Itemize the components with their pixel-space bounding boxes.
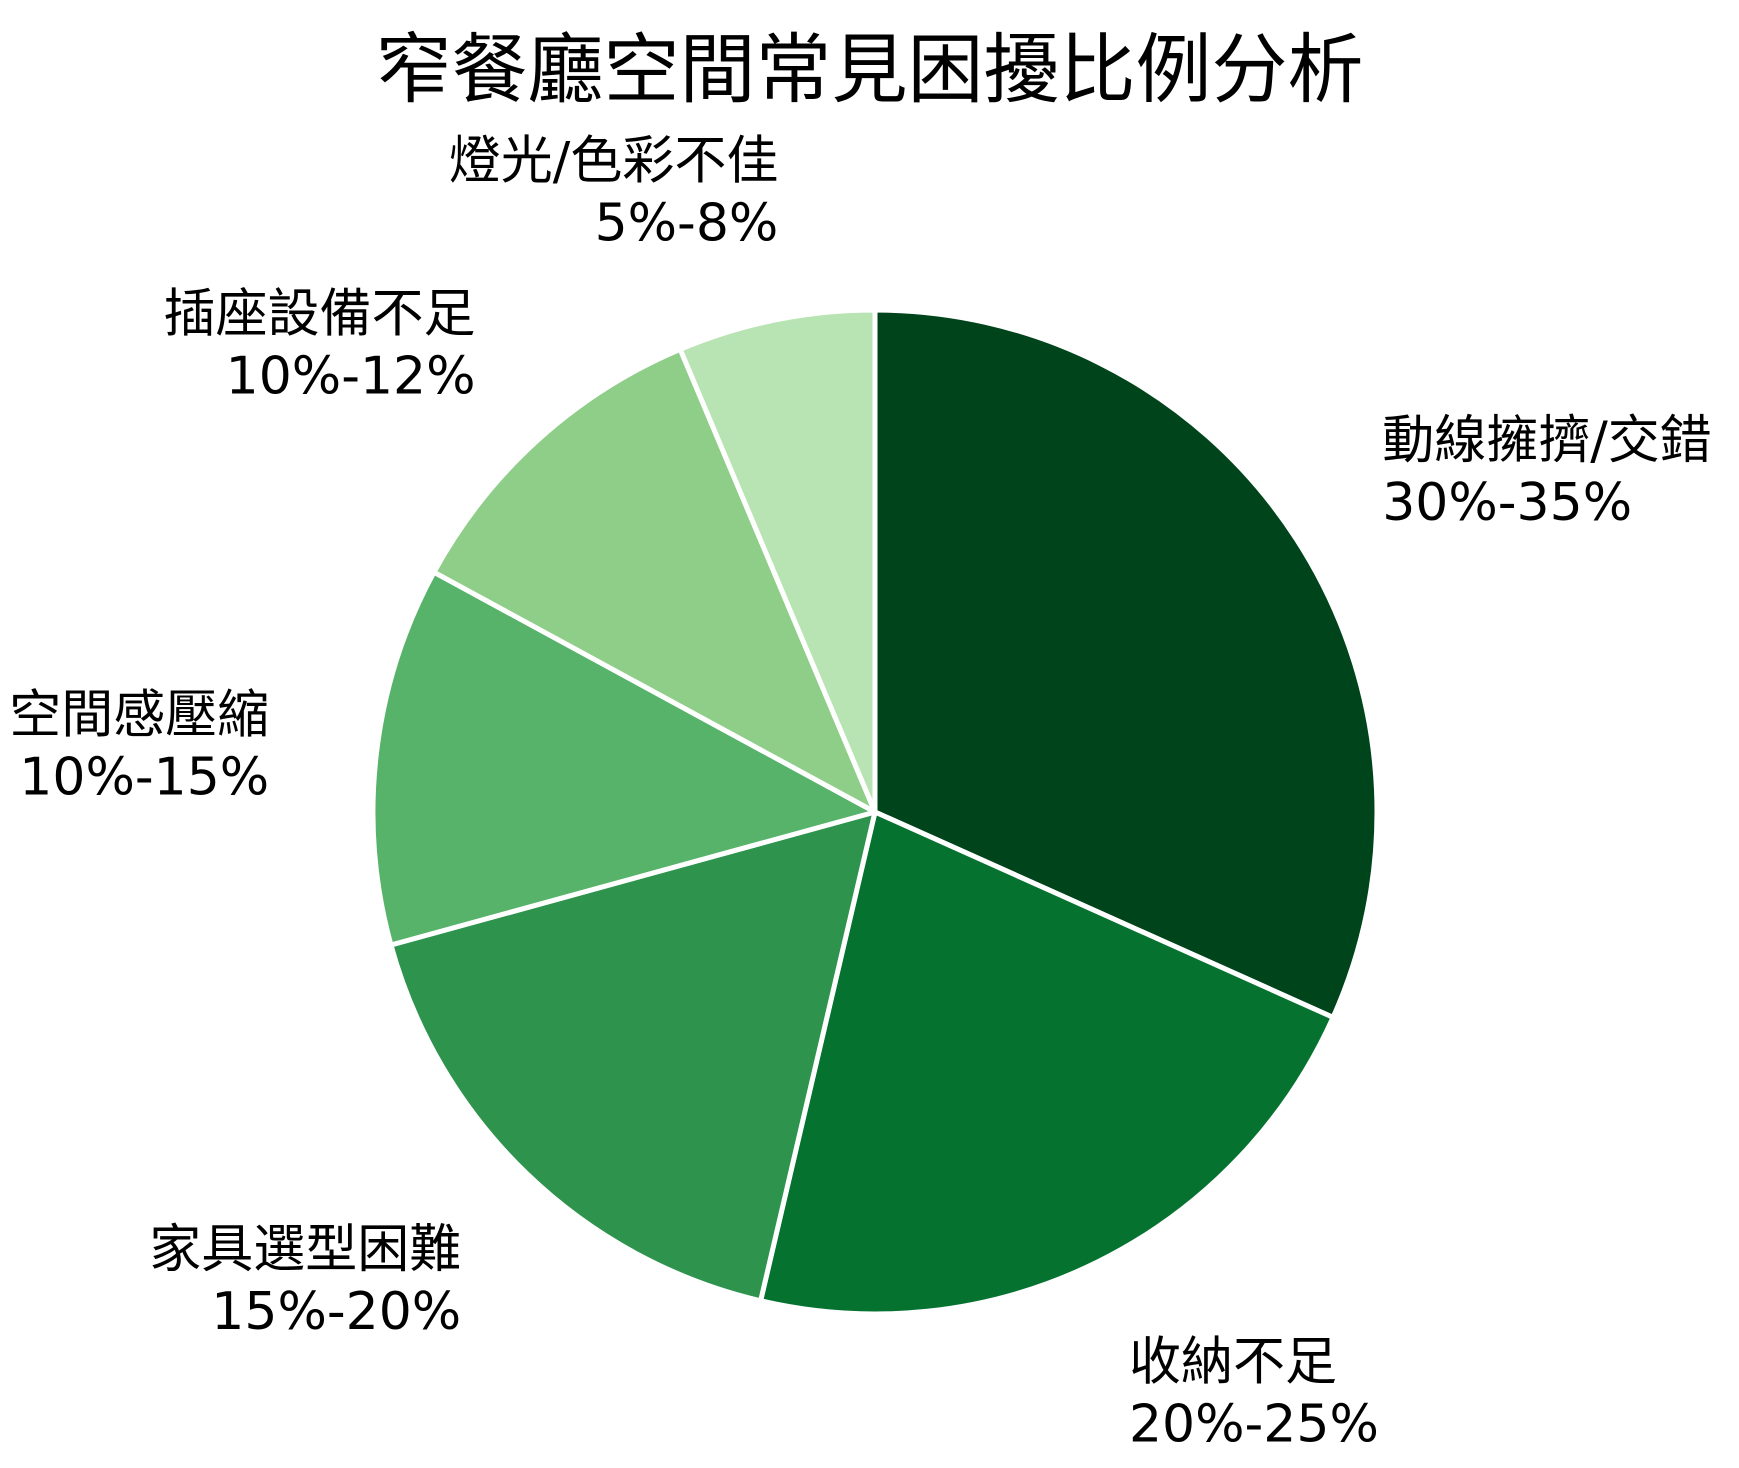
slice-4-value-label: 10%-15% (19, 748, 269, 808)
slice-4 (370, 569, 878, 948)
slice-2-label: 收納不足 (1129, 1333, 1337, 1393)
slice-1 (872, 307, 1380, 1020)
slice-5 (431, 346, 878, 815)
slice-4-label: 空間感壓縮 (9, 686, 269, 746)
slice-3 (388, 809, 878, 1304)
slice-5-label: 插座設備不足 (164, 284, 476, 344)
slice-1-value-label: 30%-35% (1382, 473, 1632, 533)
slice-2-value-label: 20%-25% (1129, 1395, 1379, 1455)
slice-2 (758, 809, 1336, 1317)
slice-5-value-label: 10%-12% (226, 346, 476, 406)
slice-6-label: 燈光/色彩不佳 (449, 132, 779, 192)
slice-6-value-label: 5%-8% (595, 194, 779, 254)
slice-3-value-label: 15%-20% (211, 1282, 461, 1342)
chart-title: 窄餐廳空間常見困擾比例分析 (375, 25, 1364, 114)
slice-6 (677, 307, 878, 815)
slice-3-label: 家具選型困難 (149, 1220, 461, 1280)
slice-1-label: 動線擁擠/交錯 (1382, 411, 1712, 471)
